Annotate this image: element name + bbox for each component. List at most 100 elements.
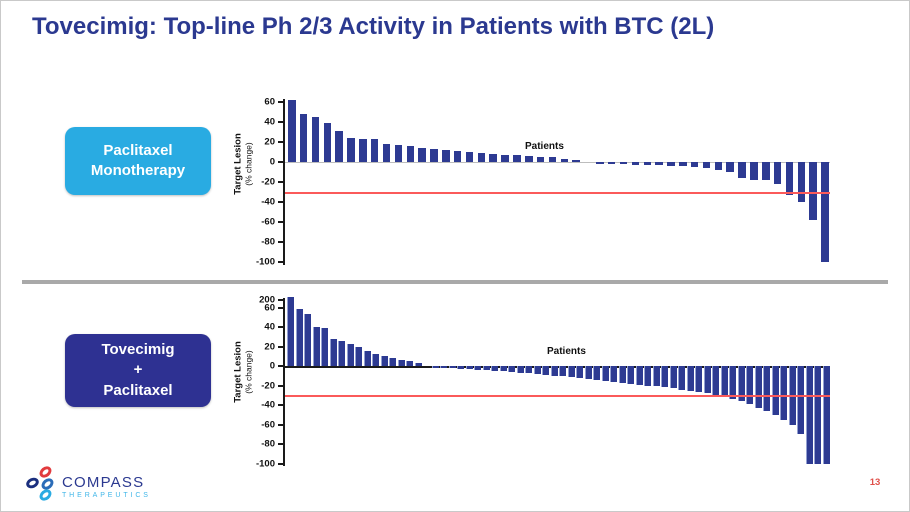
zero-baseline	[285, 162, 830, 163]
waterfall-bar	[397, 360, 405, 366]
waterfall-bar	[312, 327, 320, 366]
y-tick-label: 20	[264, 341, 275, 352]
y-tick-mark	[278, 241, 283, 243]
x-axis-label: Patients	[525, 141, 564, 152]
y-tick-mark	[278, 326, 283, 328]
logo-ring-cyan-icon	[37, 486, 54, 504]
waterfall-bar	[335, 131, 343, 162]
waterfall-bar	[525, 156, 533, 162]
waterfall-bar	[762, 162, 770, 180]
y-tick-mark	[278, 221, 283, 223]
reference-line-minus30	[285, 395, 830, 398]
waterfall-bar	[525, 366, 532, 373]
waterfall-bar	[702, 162, 711, 168]
waterfall-bar	[737, 366, 745, 402]
waterfall-bar	[477, 153, 486, 162]
y-tick-mark	[278, 141, 283, 143]
waterfall-bar	[489, 154, 497, 162]
waterfall-bar	[635, 366, 643, 385]
waterfall-bar	[619, 162, 628, 164]
waterfall-bar	[299, 114, 308, 162]
y-tick-mark	[278, 345, 283, 348]
y-tick-mark	[278, 181, 283, 183]
waterfall-bar	[593, 366, 600, 380]
waterfall-bar	[584, 366, 592, 379]
waterfall-bar	[678, 366, 685, 391]
waterfall-bar	[714, 162, 723, 170]
waterfall-bar	[499, 366, 507, 371]
waterfall-bar	[482, 366, 490, 370]
waterfall-bar	[754, 366, 762, 408]
waterfall-bar	[533, 366, 541, 374]
arm-label-tovecimig-paclitaxel: Tovecimig + Paclitaxel	[65, 334, 211, 407]
waterfall-bar	[440, 366, 447, 368]
waterfall-bar	[288, 100, 296, 162]
arm-label-paclitaxel-monotherapy: Paclitaxel Monotherapy	[65, 127, 211, 195]
waterfall-bar	[644, 366, 651, 386]
waterfall-bar	[311, 117, 320, 162]
waterfall-bar	[667, 162, 675, 166]
waterfall-bar	[750, 162, 758, 180]
slide-title: Tovecimig: Top-line Ph 2/3 Activity in P…	[32, 13, 715, 40]
waterfall-bar	[321, 327, 328, 366]
y-tick-mark	[278, 443, 283, 445]
y-tick-label: 0	[269, 156, 275, 168]
waterfall-bar	[338, 340, 345, 366]
waterfall-bar	[686, 366, 694, 392]
waterfall-bar	[572, 160, 580, 162]
waterfall-bar	[394, 145, 403, 162]
waterfall-bar	[785, 162, 794, 195]
y-axis-line	[283, 99, 285, 265]
waterfall-bar	[567, 366, 575, 377]
waterfall-bar	[465, 152, 474, 162]
waterfall-bar	[805, 366, 813, 464]
waterfall-bar	[679, 162, 687, 166]
waterfall-bar	[618, 366, 626, 383]
waterfall-bar	[329, 338, 337, 366]
waterfall-bar	[814, 366, 821, 464]
waterfall-bar	[414, 363, 422, 366]
waterfall-bar	[822, 366, 830, 464]
waterfall-bar	[763, 366, 770, 411]
y-tick-mark	[278, 462, 283, 465]
y-tick-mark	[278, 404, 283, 406]
compass-logo-icon	[24, 463, 58, 506]
waterfall-bar	[347, 138, 355, 162]
waterfall-bar	[355, 346, 362, 366]
y-tick-label: -100	[255, 256, 275, 268]
waterfall-bar	[560, 159, 569, 162]
waterfall-bar	[474, 366, 481, 370]
waterfall-bar	[643, 162, 651, 165]
y-tick-label: -20	[261, 380, 275, 391]
waterfall-bar	[457, 366, 464, 369]
waterfall-bar	[508, 366, 515, 372]
y-tick-label: 0	[269, 360, 275, 372]
x-axis-label: Patients	[547, 346, 586, 357]
waterfall-bar	[703, 366, 711, 394]
waterfall-bar	[821, 162, 829, 262]
y-tick-mark	[278, 298, 283, 301]
waterfall-bar	[797, 366, 804, 435]
waterfall-bar	[610, 366, 617, 382]
y-tick-label: -100	[255, 458, 275, 469]
waterfall-bar	[513, 155, 521, 162]
waterfall-bar	[809, 162, 817, 220]
waterfall-bar	[370, 139, 379, 162]
waterfall-bar	[607, 162, 616, 164]
section-divider	[22, 280, 888, 284]
waterfall-bar	[516, 366, 524, 373]
arm-label-line: Tovecimig	[101, 341, 175, 359]
logo-ring-navy-icon	[24, 475, 41, 491]
plot-area: Patients 60 40 20 0 -20 -40 -60 -80 -100	[256, 97, 830, 268]
waterfall-bar	[406, 361, 413, 366]
waterfall-bar	[738, 162, 746, 178]
y-tick-label: -80	[261, 438, 275, 450]
waterfall-bar	[389, 358, 396, 366]
waterfall-bar	[501, 155, 509, 162]
y-tick-mark	[278, 384, 283, 387]
waterfall-bar	[418, 148, 426, 162]
arm-label-line: Paclitaxel	[103, 381, 173, 399]
arm-label-line: +	[133, 361, 143, 379]
reference-line-minus30	[285, 192, 830, 194]
